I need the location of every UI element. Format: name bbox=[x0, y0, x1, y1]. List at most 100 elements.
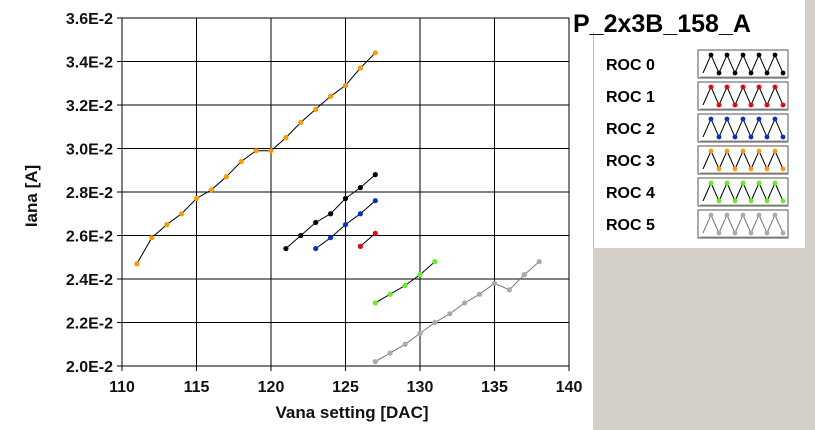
data-point bbox=[134, 261, 140, 267]
data-point bbox=[328, 93, 334, 99]
legend-swatch-marker bbox=[772, 180, 778, 186]
legend-swatch-marker bbox=[756, 148, 762, 154]
data-point bbox=[342, 82, 349, 89]
legend-swatch-marker bbox=[764, 198, 770, 204]
legend-swatch-marker bbox=[772, 52, 778, 58]
data-point bbox=[417, 272, 423, 278]
legend-swatch-marker bbox=[756, 212, 762, 218]
y-tick-label: 3.6E-2 bbox=[66, 11, 113, 28]
x-tick-label: 125 bbox=[332, 379, 359, 396]
legend-swatch-marker bbox=[716, 230, 722, 236]
legend-entry-roc-3: ROC 3 bbox=[606, 145, 789, 175]
legend-title: P_2x3B_158_A bbox=[573, 10, 751, 38]
data-point bbox=[313, 245, 319, 252]
legend-swatch-marker bbox=[708, 212, 714, 218]
legend-swatch-marker bbox=[764, 134, 770, 140]
legend-swatch-marker bbox=[780, 134, 786, 140]
data-point bbox=[372, 198, 378, 204]
data-point bbox=[447, 311, 453, 317]
data-point bbox=[387, 291, 393, 297]
data-point bbox=[253, 148, 259, 154]
legend-swatch-marker bbox=[716, 198, 722, 204]
legend-swatch-marker bbox=[748, 102, 754, 108]
legend-swatch-marker bbox=[748, 70, 754, 76]
legend-entry-roc-2: ROC 2 bbox=[606, 113, 789, 143]
data-point bbox=[298, 119, 304, 125]
legend-swatch-marker bbox=[716, 134, 722, 140]
data-point bbox=[283, 245, 289, 252]
data-point bbox=[328, 211, 334, 217]
y-axis-ticks: 2.0E-2 2.2E-2 2.4E-2 2.6E-2 2.8E-2 3.0E-2 3.2E… bbox=[66, 11, 113, 376]
series-line bbox=[375, 261, 540, 363]
legend-swatch-marker bbox=[740, 116, 746, 122]
data-point bbox=[417, 330, 423, 336]
legend-swatch-marker bbox=[772, 148, 778, 154]
legend-label: ROC 2 bbox=[606, 121, 655, 138]
data-point bbox=[506, 287, 512, 293]
data-point bbox=[313, 219, 319, 226]
series-roc-1 bbox=[357, 230, 378, 249]
y-tick-label: 3.0E-2 bbox=[66, 142, 113, 159]
data-point bbox=[491, 280, 498, 286]
legend-swatch-marker bbox=[724, 148, 730, 154]
legend-entry-roc-4: ROC 4 bbox=[606, 177, 789, 207]
legend-shadow-right bbox=[805, 0, 815, 430]
legend-swatch-marker bbox=[756, 84, 762, 90]
legend-label: ROC 0 bbox=[606, 57, 655, 74]
data-point bbox=[372, 300, 378, 306]
legend-swatch-marker bbox=[780, 166, 786, 172]
series-line bbox=[375, 261, 436, 304]
data-point bbox=[298, 232, 304, 239]
legend-swatch-marker bbox=[732, 198, 738, 204]
legend-swatch-marker bbox=[740, 52, 746, 58]
legend-label: ROC 4 bbox=[606, 185, 655, 202]
data-point bbox=[521, 272, 527, 278]
legend-entry-roc-5: ROC 5 bbox=[606, 209, 789, 239]
data-point bbox=[164, 222, 170, 228]
grid-lines bbox=[117, 17, 570, 371]
data-point bbox=[313, 106, 319, 112]
legend-swatch-marker bbox=[732, 70, 738, 76]
data-point bbox=[342, 195, 349, 202]
legend-swatch-marker bbox=[732, 166, 738, 172]
y-tick-label: 2.6E-2 bbox=[66, 229, 113, 246]
legend-swatch-marker bbox=[708, 116, 714, 122]
legend-swatch-marker bbox=[708, 52, 714, 58]
data-point bbox=[342, 222, 349, 228]
legend-swatch-marker bbox=[732, 102, 738, 108]
x-tick-label: 120 bbox=[258, 379, 285, 396]
data-point bbox=[149, 235, 155, 241]
legend-swatch-marker bbox=[740, 180, 746, 186]
series-roc-4 bbox=[372, 259, 438, 306]
y-tick-label: 2.4E-2 bbox=[66, 272, 113, 289]
x-axis-title: Vana setting [DAC] bbox=[275, 403, 428, 422]
y-tick-label: 2.8E-2 bbox=[66, 185, 113, 202]
data-point bbox=[477, 291, 483, 297]
legend-swatch-marker bbox=[772, 116, 778, 122]
legend-swatch-marker bbox=[772, 84, 778, 90]
legend-swatch-marker bbox=[764, 230, 770, 236]
legend-swatch-marker bbox=[772, 212, 778, 218]
legend-swatch-marker bbox=[756, 52, 762, 58]
data-point bbox=[462, 300, 468, 306]
data-point bbox=[372, 172, 378, 178]
series-line bbox=[360, 232, 376, 247]
data-point bbox=[179, 211, 185, 217]
x-tick-label: 130 bbox=[407, 379, 434, 396]
data-point bbox=[372, 359, 378, 365]
y-axis-title: Iana [A] bbox=[22, 165, 41, 227]
data-point bbox=[357, 243, 363, 249]
legend-swatch-marker bbox=[716, 102, 722, 108]
legend-swatch-marker bbox=[748, 198, 754, 204]
legend-label: ROC 3 bbox=[606, 153, 655, 170]
data-point bbox=[372, 50, 378, 56]
legend-swatch-marker bbox=[716, 70, 722, 76]
x-tick-label: 140 bbox=[556, 379, 583, 396]
legend-swatch-marker bbox=[764, 166, 770, 172]
legend-swatch-marker bbox=[708, 84, 714, 90]
legend-swatch-marker bbox=[716, 166, 722, 172]
legend-entry-roc-0: ROC 0 bbox=[606, 49, 789, 79]
legend-swatch-marker bbox=[740, 148, 746, 154]
data-point bbox=[372, 230, 378, 236]
